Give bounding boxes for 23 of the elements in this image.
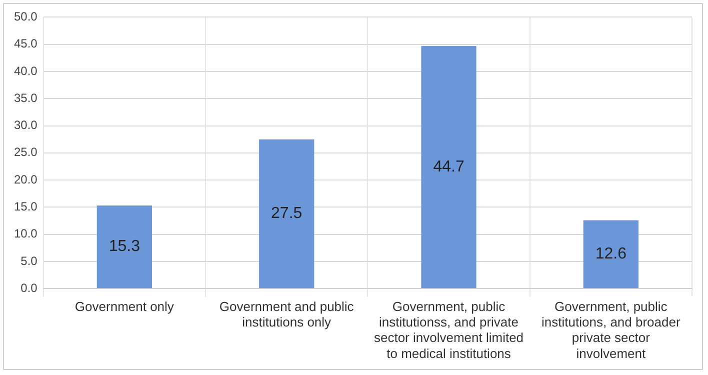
y-tick-label: 35.0 <box>14 90 38 105</box>
y-tick-label: 10.0 <box>14 226 38 241</box>
y-tick-label: 25.0 <box>14 145 38 160</box>
y-tick-label: 45.0 <box>14 36 38 51</box>
y-tick-label: 40.0 <box>14 64 38 78</box>
y-tick-label: 5.0 <box>20 254 38 268</box>
x-tick-label: Government only <box>74 298 174 314</box>
y-tick-label: 20.0 <box>14 172 38 186</box>
bar <box>421 46 476 288</box>
x-tick-label: Government and public institutions only <box>219 298 354 330</box>
y-tick-label: 0.0 <box>20 280 38 295</box>
data-label: 12.6 <box>595 246 627 263</box>
y-tick-label: 50.0 <box>14 10 38 24</box>
bar <box>583 220 638 288</box>
x-tick-label: Government, public institutionss, and private sector involvement limited to medical institutions <box>374 298 524 361</box>
x-tick-label: Government, public institutions, and broader private sector involvement <box>542 298 681 361</box>
y-tick-label: 15.0 <box>14 199 38 214</box>
bar <box>259 139 314 288</box>
data-label: 15.3 <box>108 238 140 256</box>
bar <box>96 206 152 288</box>
data-label: 27.5 <box>271 205 302 222</box>
y-tick-label: 30.0 <box>14 118 38 132</box>
data-label: 44.7 <box>433 158 464 176</box>
